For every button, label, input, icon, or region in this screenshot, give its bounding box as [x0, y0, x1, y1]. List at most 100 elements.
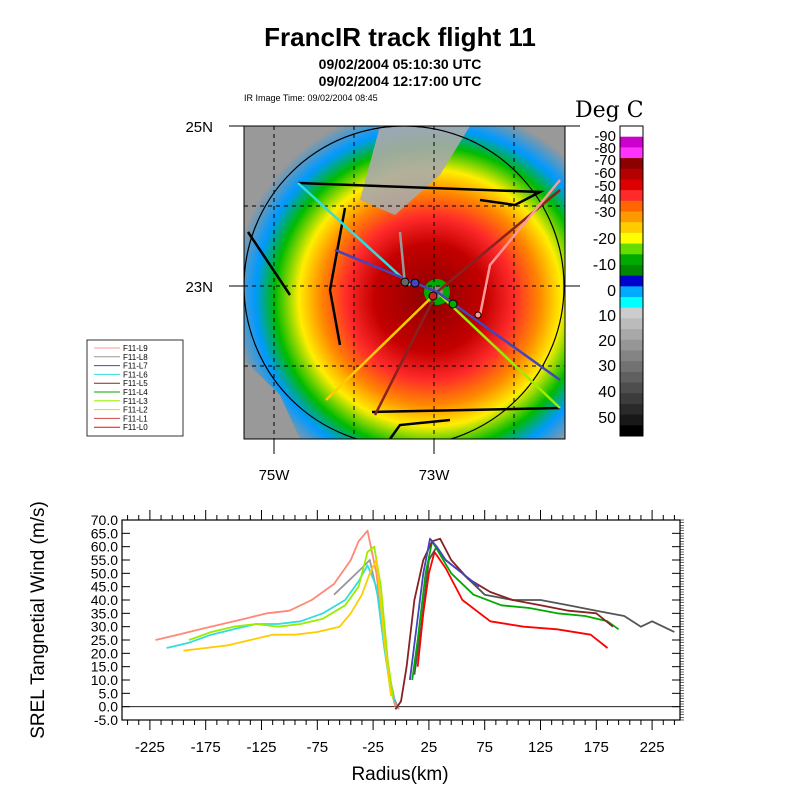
colorbar-swatch: [620, 329, 643, 341]
colorbar-swatch: [620, 361, 643, 373]
colorbar-label: -50: [594, 178, 616, 195]
track-f11-l8: [398, 231, 407, 286]
colorbar-swatch: [620, 275, 643, 287]
colorbar-swatch: [620, 254, 643, 266]
y-tick-label: 40.0: [91, 592, 118, 608]
colorbar-swatch: [620, 179, 643, 191]
colorbar-label: -40: [594, 191, 616, 208]
colorbar-label: 0: [607, 283, 616, 300]
colorbar-labels: -90-80-70-60-50-40-30 -20 -10 0 10 20 30 40 50: [593, 128, 616, 427]
lon-label: 75W: [259, 467, 291, 484]
series-line-7: [394, 537, 614, 710]
chart-axes: -225 -175 -125 -75 -25 25 75 125 175 225 70.065.06…: [91, 510, 684, 756]
colorbar-label: -60: [594, 165, 616, 182]
lat-label: 25N: [185, 119, 213, 136]
plot-frame: [121, 519, 681, 721]
colorbar-label: -10: [593, 257, 616, 274]
ir-map: [244, 126, 565, 439]
y-tick-label: 50.0: [91, 565, 118, 581]
map-ticks: [229, 125, 580, 454]
colorbar-swatch: [620, 339, 643, 351]
colorbar-swatch: [620, 414, 643, 426]
legend-label: F11-L9: [123, 344, 148, 353]
legend-label: F11-L1: [123, 414, 148, 423]
track-f11-l2: [325, 291, 438, 401]
x-tick-label: -125: [246, 739, 276, 756]
legend-label: F11-L4: [123, 388, 148, 397]
x-tick-label: -25: [362, 739, 384, 756]
colorbar-label: 20: [598, 333, 616, 350]
colorbar-swatch: [620, 425, 643, 437]
colorbar-swatch: [620, 382, 643, 394]
legend-label: F11-L6: [123, 370, 148, 379]
x-tick-label: 175: [584, 739, 609, 756]
colorbar-swatch: [620, 371, 643, 384]
colorbar-swatch: [620, 126, 643, 138]
colorbar-label: -20: [593, 231, 616, 248]
y-tick-label: 25.0: [91, 632, 118, 648]
series-line-4: [183, 559, 392, 697]
legend-label: F11-L0: [123, 423, 148, 432]
colorbar-swatch: [620, 190, 643, 202]
legend-box: [86, 339, 184, 437]
colorbar-swatch: [620, 297, 643, 309]
colorbar-swatch: [620, 307, 643, 319]
track-black: [388, 418, 451, 439]
y-axis-label: SREL Tangnetial Wind (m/s): [28, 501, 49, 739]
legend-label: F11-L5: [123, 379, 148, 388]
colorbar-swatch: [620, 211, 643, 223]
colorbar-label: -30: [594, 204, 616, 221]
colorbar-swatch: [620, 147, 643, 159]
y-tick-label: 60.0: [91, 539, 118, 555]
series-line-2: [166, 564, 396, 702]
y-tick-label: -5.0: [94, 712, 118, 728]
y-tick-label: 35.0: [91, 605, 118, 621]
y-tick-label: 5.0: [99, 685, 119, 701]
series-line-5: [413, 545, 675, 675]
x-tick-label: 225: [640, 739, 665, 756]
track-f11-l6: [297, 182, 411, 286]
colorbar-swatch: [620, 222, 643, 234]
y-tick-label: 30.0: [91, 619, 118, 635]
end-time-subtitle: 09/02/2004 12:17:00 UTC: [318, 73, 482, 89]
x-tick-label: 125: [528, 739, 553, 756]
colorbar-swatch: [620, 318, 643, 330]
legend-label: F11-L8: [123, 353, 148, 362]
colorbar-swatch: [620, 264, 643, 277]
colorbar-swatch: [620, 136, 643, 148]
colorbar-label: -70: [594, 152, 616, 169]
colorbar-title: Deg C: [575, 98, 644, 123]
x-axis-label: Radius(km): [351, 764, 448, 785]
x-tick-label: -175: [191, 739, 221, 756]
series-line-8: [416, 551, 609, 667]
colorbar-label: 10: [598, 308, 616, 325]
y-tick-label: 15.0: [91, 659, 118, 675]
legend-label: F11-L3: [123, 397, 148, 406]
track-f11-l3: [436, 291, 561, 409]
track-waypoints: [400, 277, 482, 319]
x-tick-label: -75: [306, 739, 328, 756]
y-tick-label: 20.0: [91, 645, 118, 661]
series-line-6: [411, 540, 620, 681]
legend-label: F11-L7: [123, 362, 148, 371]
legend: F11-L9F11-L8F11-L7F11-L6F11-L5F11-L4F11-…: [94, 344, 148, 432]
lon-label: 73W: [419, 467, 451, 484]
colorbar-frame: [619, 125, 644, 437]
legend-label: F11-L2: [123, 406, 148, 415]
x-tick-label: 25: [421, 739, 438, 756]
y-tick-label: 0.0: [99, 699, 119, 715]
lat-label: 23N: [185, 279, 213, 296]
chart-series: [155, 529, 675, 710]
y-tick-label: 70.0: [91, 512, 118, 528]
colorbar-swatch: [620, 158, 643, 170]
colorbar-label: 40: [598, 384, 616, 401]
track-f11-l7: [334, 248, 561, 382]
y-tick-label: 55.0: [91, 552, 118, 568]
y-tick-label: 10.0: [91, 672, 118, 688]
colorbar-swatch: [620, 168, 643, 180]
track-f11-l9: [478, 179, 561, 316]
series-line-9: [409, 537, 480, 681]
track-black: [328, 207, 347, 346]
x-tick-label: 75: [476, 739, 493, 756]
